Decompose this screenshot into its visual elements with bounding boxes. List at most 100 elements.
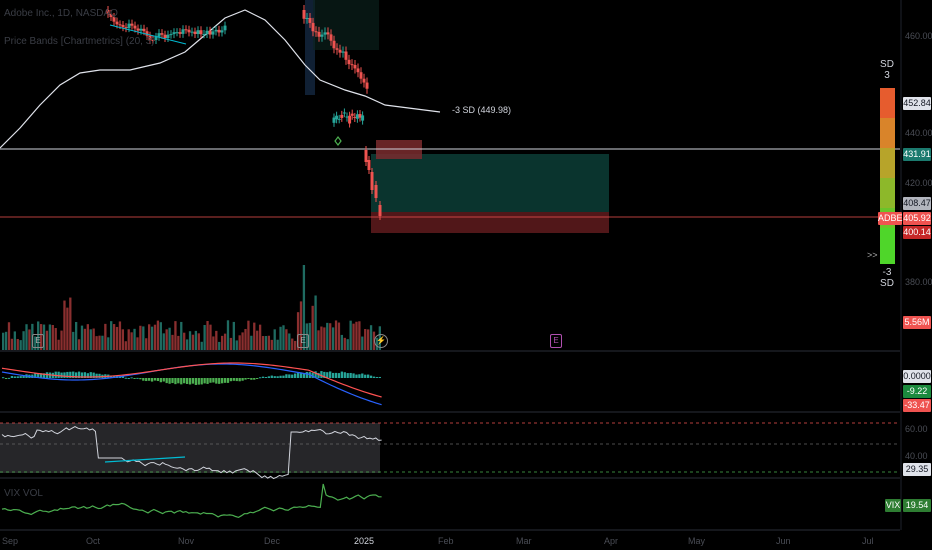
volume-bar <box>45 330 49 350</box>
volume-bar <box>28 329 31 350</box>
macd-histogram-bar <box>291 374 294 378</box>
candle <box>353 116 357 119</box>
volume-bar <box>285 329 288 350</box>
volume-bar <box>148 324 151 350</box>
line-level-label: 431.91 <box>903 148 931 161</box>
volume-bar <box>288 333 291 350</box>
candle <box>340 114 344 118</box>
candle <box>208 30 212 35</box>
earnings-icon[interactable]: E <box>297 334 309 348</box>
sd-gauge-segment <box>880 178 895 208</box>
macd-histogram-bar <box>130 377 133 379</box>
volume-bar <box>197 333 200 350</box>
macd-histogram-bar <box>159 378 162 383</box>
candle <box>302 10 306 19</box>
macd-histogram-bar <box>86 373 89 378</box>
x-axis-label: May <box>688 536 706 546</box>
macd-histogram-bar <box>188 378 192 385</box>
candle <box>115 21 119 25</box>
volume-bar <box>276 339 279 350</box>
volume-bar <box>124 341 127 350</box>
volume-bar <box>92 328 95 350</box>
volume-bar <box>340 334 344 350</box>
macd-histogram-bar <box>241 378 244 381</box>
volume-bar <box>221 335 224 350</box>
macd-histogram-bar <box>80 372 84 378</box>
volume-bar <box>60 330 63 350</box>
macd-histogram-bar <box>162 378 165 382</box>
macd-histogram-bar <box>19 376 22 378</box>
volume-bar <box>232 321 235 350</box>
macd-histogram-bar <box>13 376 16 378</box>
macd-histogram-bar <box>37 372 40 378</box>
volume-bar <box>337 322 341 350</box>
macd-histogram-bar <box>133 378 136 379</box>
macd-histogram-bar <box>4 378 8 379</box>
candle <box>190 31 194 33</box>
volume-bar <box>139 325 142 350</box>
x-axis-label: Jun <box>776 536 791 546</box>
macd-histogram-bar <box>83 372 87 378</box>
candle <box>130 23 134 26</box>
earnings-icon[interactable]: E <box>32 334 44 348</box>
macd-histogram-bar <box>34 372 37 378</box>
candle <box>374 185 378 198</box>
volume-bar <box>358 321 361 350</box>
rsi-divergence-line <box>104 456 186 463</box>
volume-bar <box>372 331 376 350</box>
symbol-title: Adobe Inc., 1D, NASDAQ <box>4 8 118 19</box>
vix-tag: VIX <box>885 499 901 512</box>
macd-histogram-bar <box>136 377 139 379</box>
x-axis-label: Dec <box>264 536 281 546</box>
candle <box>106 10 110 14</box>
highlight-column <box>313 0 379 50</box>
candle <box>378 205 382 216</box>
volume-bar <box>191 334 195 350</box>
future-earnings-icon[interactable]: E <box>550 334 562 348</box>
macd-histogram-bar <box>16 376 19 378</box>
volume-bar <box>142 326 145 350</box>
volume-bar <box>115 326 119 350</box>
candle <box>142 28 146 32</box>
candle <box>345 116 349 118</box>
candle <box>157 33 161 37</box>
volume-bar <box>343 337 346 350</box>
macd-histogram-bar <box>232 378 235 381</box>
candle <box>342 112 346 114</box>
candle <box>335 115 339 120</box>
macd-histogram-bar <box>98 373 101 378</box>
candle <box>365 82 369 89</box>
macd-histogram-bar <box>334 372 338 378</box>
macd-histogram-bar <box>54 371 57 378</box>
candle <box>323 32 327 35</box>
sd-gauge-segment <box>880 88 895 118</box>
sd-gauge-top-label: SD <box>880 59 894 70</box>
volume-bar <box>2 332 5 350</box>
volume-bar <box>98 335 101 350</box>
macd-histogram-bar <box>197 378 200 385</box>
flash-icon[interactable]: ⚡ <box>374 334 388 348</box>
macd-line-label: -33.47 <box>903 399 931 412</box>
volume-bar <box>346 339 349 350</box>
volume-bar <box>258 324 262 350</box>
candle <box>202 34 206 36</box>
candle <box>118 24 122 26</box>
volume-bar <box>89 329 92 350</box>
price-tick: 460.00 <box>905 31 932 41</box>
x-axis-label: 2025 <box>354 536 375 546</box>
volume-bar <box>171 334 174 350</box>
volume-bar <box>188 331 192 350</box>
volume-bar <box>223 333 227 350</box>
volume-bar <box>133 328 136 350</box>
macd-histogram-bar <box>331 372 335 378</box>
macd-histogram-bar <box>349 372 352 378</box>
x-axis-label: Sep <box>2 536 19 546</box>
macd-histogram-bar <box>279 375 282 378</box>
candle <box>121 24 125 28</box>
volume-bar <box>19 340 22 350</box>
vix-pane-title: VIX VOL <box>4 488 43 499</box>
last-price-label: 405.92 <box>903 212 931 225</box>
candle <box>220 30 224 33</box>
macd-histogram-bar <box>352 373 355 378</box>
